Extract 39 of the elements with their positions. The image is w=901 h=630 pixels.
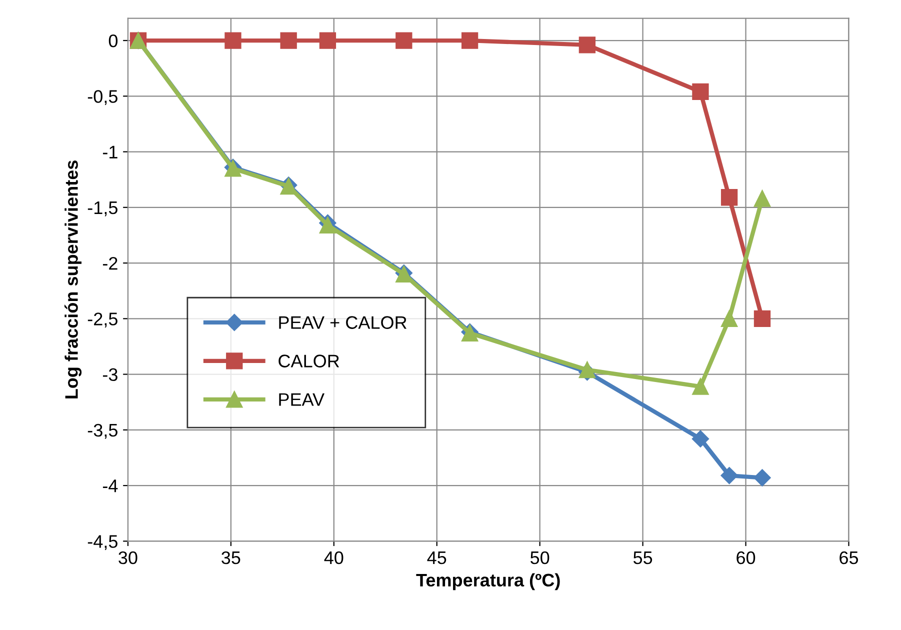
point [578, 36, 596, 54]
point [754, 469, 771, 486]
point [280, 32, 297, 49]
point [720, 310, 738, 327]
point [692, 430, 710, 448]
x-tick-label: 55 [633, 552, 652, 564]
point [692, 83, 709, 100]
x-tick-label: 50 [530, 551, 550, 564]
x-tick-label: 30 [118, 551, 138, 564]
x-axis-title: Temperatura (ºC) [416, 573, 560, 590]
legend-label: CALOR [278, 354, 340, 368]
point [692, 378, 709, 395]
point [461, 32, 478, 49]
point [754, 310, 771, 327]
y-tick-label: -3 [102, 368, 118, 382]
point [224, 32, 242, 49]
y-tick-label: -2,5 [88, 312, 118, 328]
y-tick-label: -4,5 [88, 535, 118, 550]
y-axis-title: Log fracción supervivientes [64, 160, 82, 398]
point [578, 362, 596, 378]
y-tick-label: -3,5 [88, 424, 118, 439]
point [396, 32, 412, 49]
y-tick-label: 0 [108, 34, 118, 48]
point [319, 32, 336, 49]
y-tick-label: -1,5 [88, 202, 118, 216]
y-tick-label: -2 [102, 256, 118, 270]
x-tick-label: 45 [427, 552, 446, 564]
point [754, 190, 771, 207]
y-tick-label: -0,5 [88, 90, 118, 105]
x-tick-label: 35 [222, 551, 240, 564]
point [720, 466, 738, 484]
y-tick-label: -1 [102, 146, 118, 158]
legend-label: PEAV + CALOR [279, 316, 406, 329]
x-tick-label: 40 [324, 551, 344, 564]
point [720, 189, 738, 206]
x-tick-label: 60 [736, 551, 756, 564]
legend-label: PEAV [279, 393, 324, 406]
x-tick-label: 65 [840, 551, 858, 564]
y-tick-label: -4 [102, 480, 118, 492]
